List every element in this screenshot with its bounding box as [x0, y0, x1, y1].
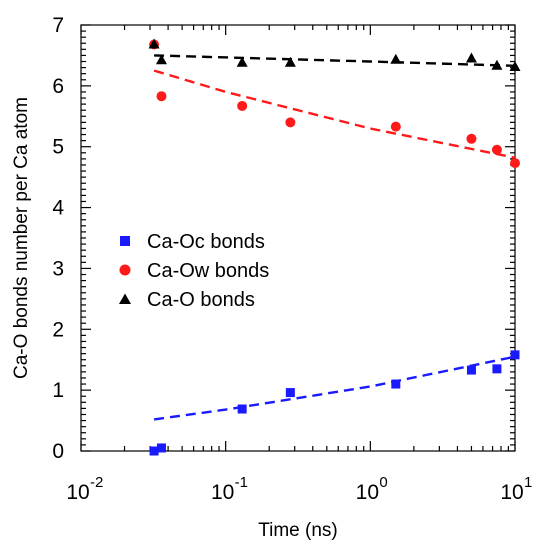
data-point	[466, 133, 477, 144]
x-axis-title: Time (ns)	[258, 520, 338, 541]
data-point	[465, 52, 477, 63]
fit-line	[154, 54, 516, 67]
data-point	[491, 144, 502, 155]
x-tick-label-base: 10	[211, 481, 234, 504]
data-points	[148, 38, 521, 456]
data-point	[491, 59, 503, 70]
legend-label-ca-o: Ca-O bonds	[147, 289, 255, 311]
x-tick-label: 10 -1	[211, 474, 248, 504]
data-point	[237, 404, 247, 414]
y-tick-label: 3	[52, 257, 64, 280]
y-tick-label: 2	[52, 318, 64, 341]
y-tick-label: 5	[52, 136, 64, 159]
x-tick-label-exponent: 1	[524, 474, 532, 491]
fit-line	[153, 355, 516, 421]
data-point	[237, 100, 248, 111]
data-point	[509, 60, 521, 71]
legend: Ca-Oc bonds Ca-Ow bonds Ca-O bonds	[119, 231, 269, 311]
y-axis-title: Ca-O bonds number per Ca atom	[11, 97, 32, 379]
data-point	[156, 443, 166, 453]
data-point	[390, 121, 401, 132]
data-point	[156, 91, 167, 102]
x-tick-label-exponent: -2	[90, 474, 103, 491]
y-tick-label: 0	[52, 440, 64, 463]
data-point	[284, 56, 296, 67]
x-tick-label-base: 10	[66, 481, 89, 504]
data-point	[510, 350, 520, 360]
legend-marker-ca-ow	[119, 264, 131, 276]
y-tick-labels: 0 1 2 3 4 5 6 7	[52, 14, 64, 463]
x-tick-labels: 10 -2 10 -1 10 0 10 1	[66, 474, 532, 504]
y-tick-label: 1	[52, 379, 64, 402]
data-point	[285, 388, 295, 398]
x-tick-label: 10 -2	[66, 474, 103, 504]
x-tick-label-base: 10	[500, 481, 523, 504]
y-tick-label: 4	[52, 197, 64, 220]
x-tick-label-exponent: 0	[379, 474, 387, 491]
x-tick-label: 10 1	[500, 474, 532, 504]
data-point	[390, 53, 402, 64]
data-point	[155, 54, 167, 65]
data-point	[236, 56, 248, 67]
axis-ticks	[80, 24, 516, 452]
data-point	[492, 364, 502, 374]
data-point	[149, 446, 159, 456]
data-point	[510, 158, 520, 169]
data-point	[466, 365, 476, 375]
fit-lines	[153, 54, 516, 421]
legend-label-ca-ow: Ca-Ow bonds	[147, 260, 269, 282]
y-tick-label: 6	[52, 75, 64, 98]
legend-label-ca-oc: Ca-Oc bonds	[147, 231, 265, 253]
legend-marker-ca-oc	[120, 236, 130, 246]
y-tick-label: 7	[52, 14, 64, 37]
legend-marker-ca-o	[119, 293, 131, 304]
fit-line	[153, 69, 516, 159]
x-tick-label-exponent: -1	[235, 474, 248, 491]
x-tick-label-base: 10	[356, 481, 379, 504]
data-point	[148, 38, 160, 49]
x-tick-label: 10 0	[356, 474, 388, 504]
data-point	[285, 117, 296, 128]
data-point	[391, 379, 401, 389]
